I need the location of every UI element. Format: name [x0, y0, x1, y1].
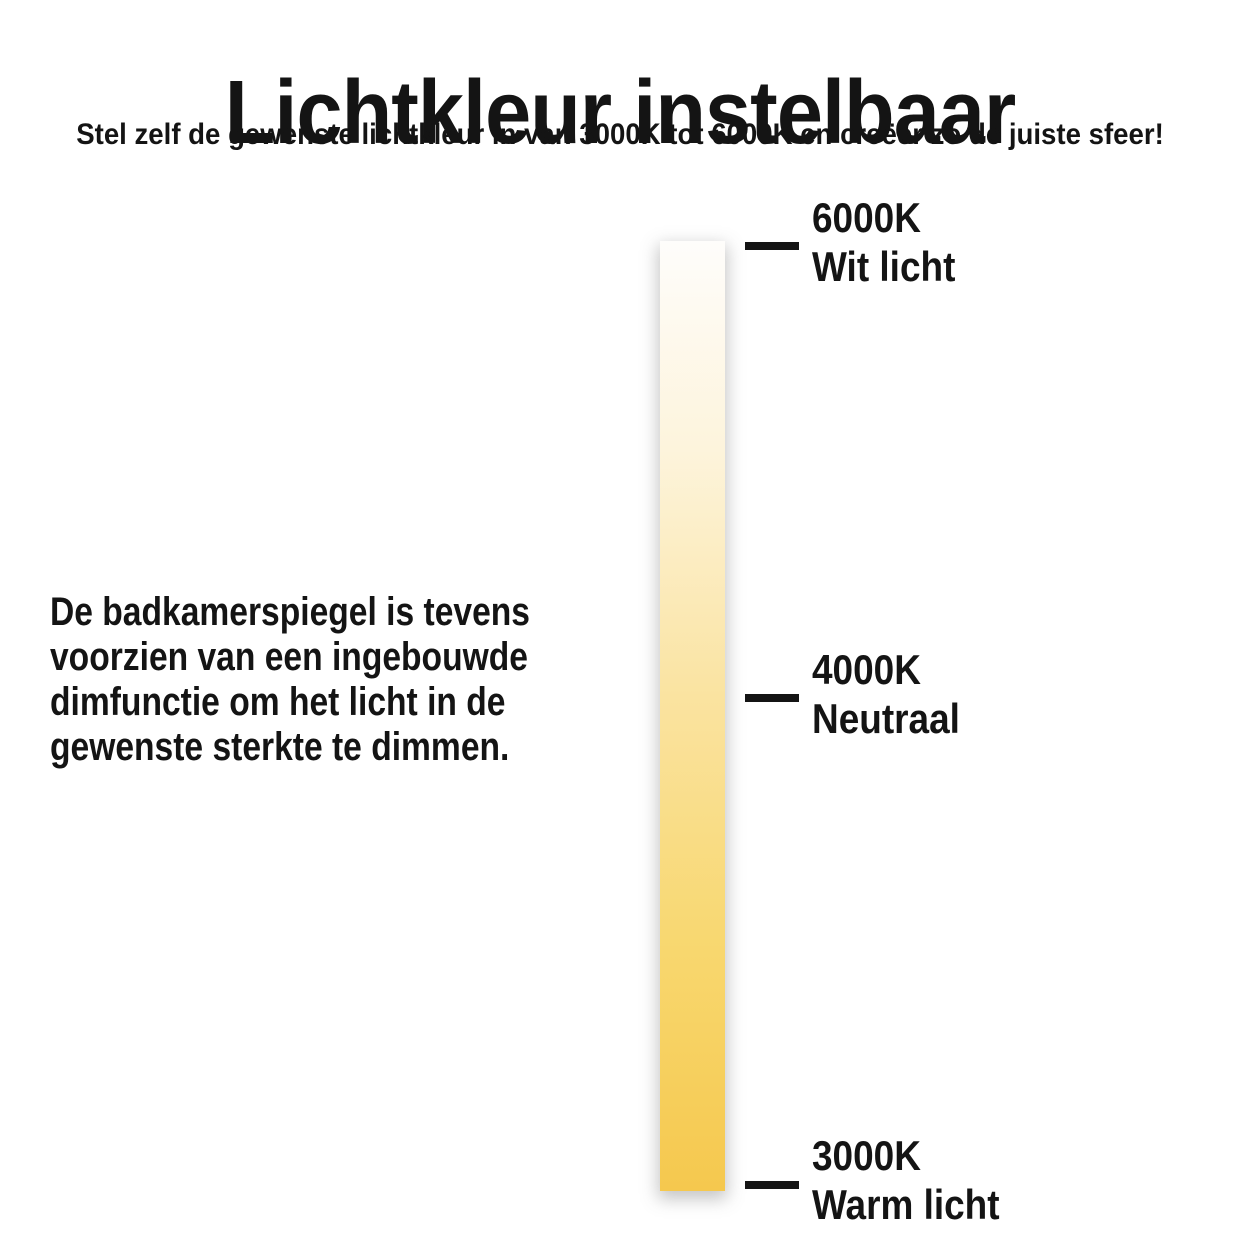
- temperature-gradient-bar: [660, 241, 725, 1191]
- description-line: voorzien van een ingebouwde: [50, 635, 528, 679]
- kelvin-description: Neutraal: [812, 695, 960, 742]
- description-paragraph: De badkamerspiegel is tevens voorzien va…: [50, 590, 530, 770]
- kelvin-description: Wit licht: [812, 243, 956, 290]
- tick-mark-4000k: [745, 694, 799, 702]
- scale-label-4000k: 4000K Neutraal: [812, 645, 960, 743]
- description-line: dimfunctie om het licht in de: [50, 680, 506, 724]
- tick-mark-6000k: [745, 242, 799, 250]
- page-subtitle: Stel zelf de gewenste lichtkleur in van …: [76, 118, 1164, 151]
- kelvin-value: 6000K: [812, 194, 921, 241]
- tick-mark-3000k: [745, 1181, 799, 1189]
- scale-label-3000k: 3000K Warm licht: [812, 1131, 1000, 1229]
- kelvin-description: Warm licht: [812, 1181, 1000, 1228]
- scale-label-6000k: 6000K Wit licht: [812, 193, 955, 291]
- description-line: gewenste sterkte te dimmen.: [50, 725, 510, 769]
- description-line: De badkamerspiegel is tevens: [50, 590, 530, 634]
- page-title: Lichtkleur instelbaar: [224, 63, 1016, 164]
- kelvin-value: 4000K: [812, 646, 921, 693]
- kelvin-value: 3000K: [812, 1132, 921, 1179]
